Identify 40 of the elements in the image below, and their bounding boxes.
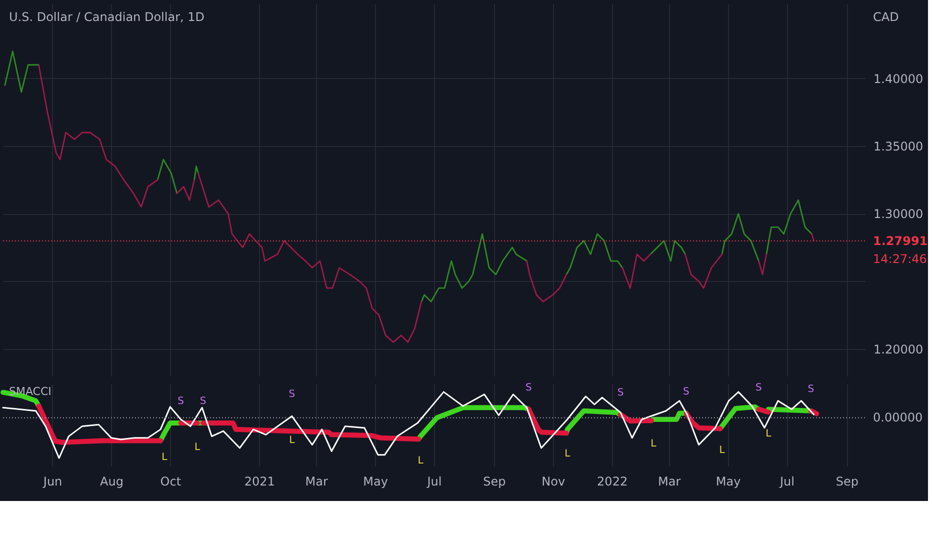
annotation: L: [719, 445, 726, 456]
y-tick-label: 1.35000: [874, 140, 924, 154]
annotation: S: [808, 384, 814, 395]
text: 14:27:46: [873, 252, 927, 266]
x-tick-label: Jul: [426, 474, 442, 488]
x-tick-label: Aug: [100, 474, 124, 488]
y-axis-title: CAD: [873, 10, 899, 24]
annotation: S: [683, 386, 690, 398]
ref-line-label: 1.27991: [873, 234, 928, 248]
annotation: S: [526, 382, 532, 394]
annotation: S: [617, 388, 624, 399]
y-tick-label: 1.40000: [874, 72, 924, 86]
annotation: L: [564, 448, 571, 460]
x-tick-label: Oct: [160, 474, 182, 488]
x-tick-label: Nov: [542, 474, 566, 488]
annotation: L: [289, 435, 296, 446]
y-tick-label: 1.20000: [874, 342, 924, 356]
annotation: L: [650, 438, 657, 450]
annotation: L: [162, 452, 168, 464]
text: U.S. Dollar / Canadian Dollar, 1D: [9, 10, 205, 24]
x-tick-label: May: [363, 474, 388, 488]
ref-line-label: 0.00000: [873, 410, 923, 425]
x-tick-label: Jul: [778, 474, 794, 488]
x-tick-label: Sep: [836, 474, 858, 488]
x-tick-label: May: [716, 474, 741, 488]
annotation: L: [418, 455, 424, 466]
annotation: L: [766, 428, 772, 440]
x-tick-label: 2022: [597, 474, 628, 488]
x-tick-label: 2021: [244, 474, 275, 488]
annotation: S: [756, 382, 762, 394]
annotation: L: [194, 442, 200, 453]
x-tick-label: Mar: [658, 474, 681, 488]
x-tick-label: Sep: [483, 474, 506, 488]
annotation: S: [200, 396, 206, 407]
x-tick-label: Jun: [42, 474, 62, 488]
annotation: S: [178, 396, 184, 407]
annotation: S: [288, 389, 296, 400]
x-tick-label: Mar: [305, 474, 328, 488]
chart-title: SMACCI: [9, 385, 52, 398]
y-tick-label: 1.30000: [874, 207, 924, 222]
